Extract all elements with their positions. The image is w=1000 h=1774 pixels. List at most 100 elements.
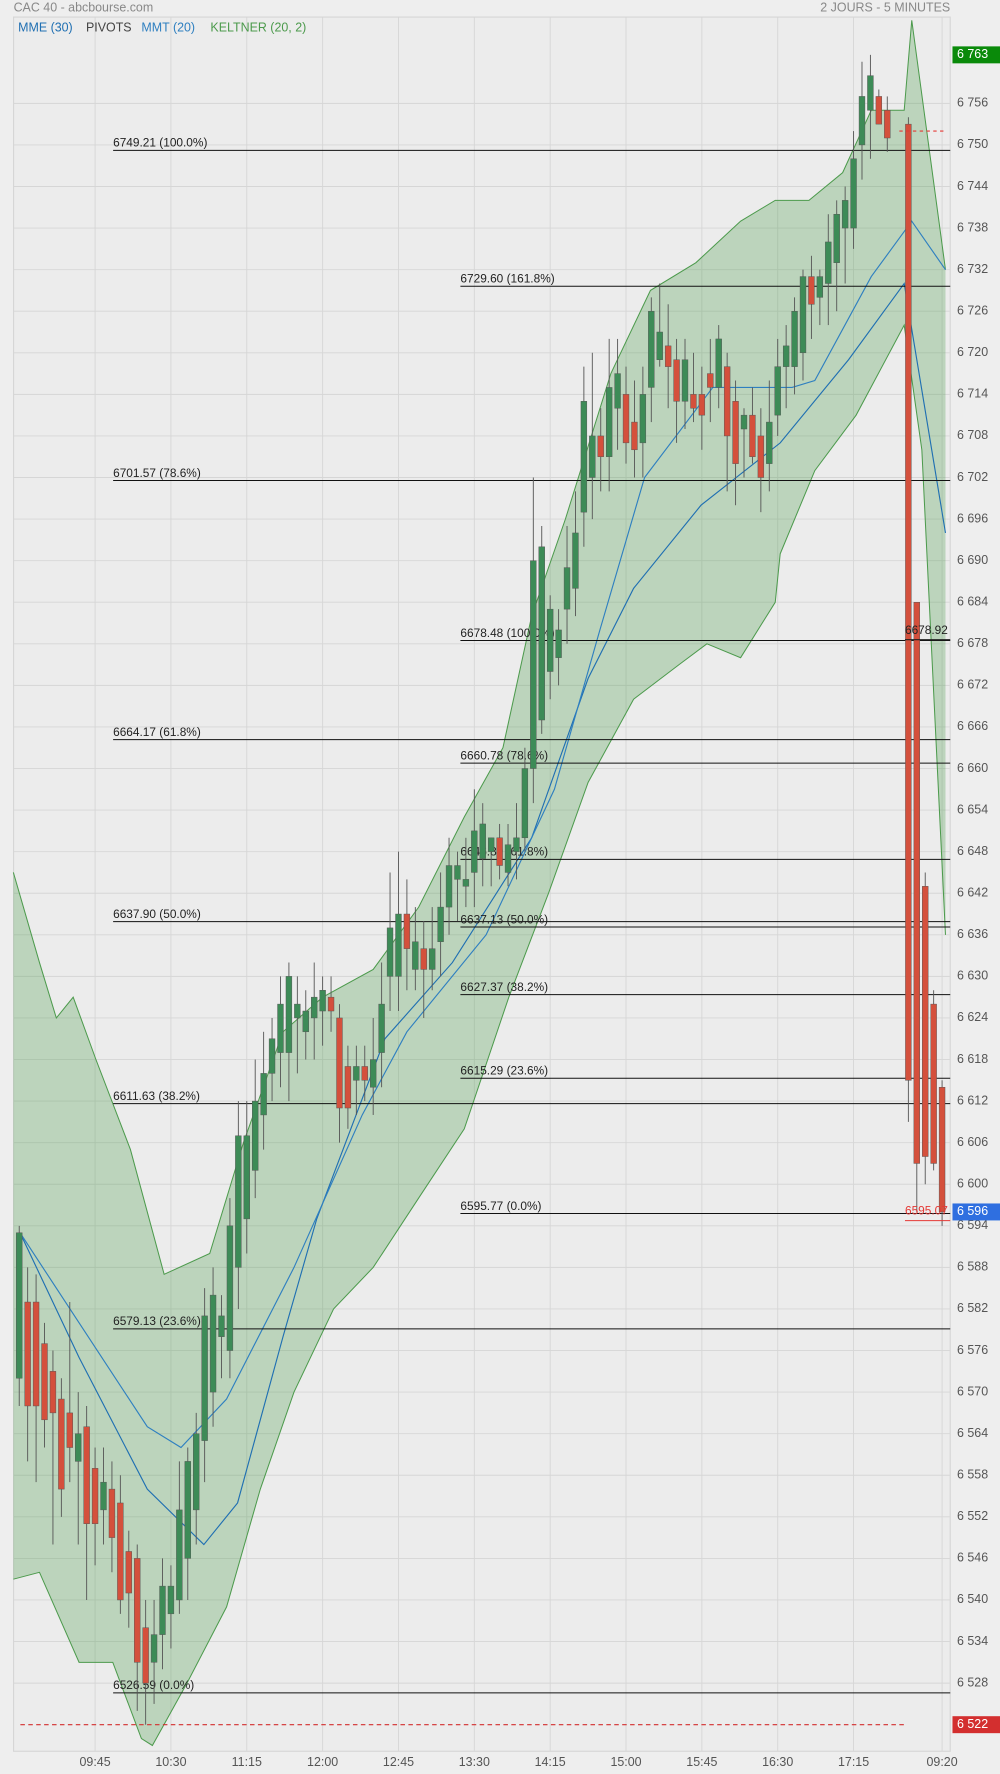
candle-body [75, 1433, 82, 1462]
y-tick-label: 6 666 [957, 719, 988, 733]
x-tick-label: 11:15 [232, 1755, 262, 1769]
candle-body [757, 435, 765, 478]
y-tick-label: 6 744 [957, 179, 988, 193]
candle-body [732, 401, 739, 464]
candle-body [614, 373, 621, 409]
candle-body [884, 110, 891, 139]
keltner-upper [12, 20, 946, 1276]
fibonacci-label: 6615.29 (23.6%) [460, 1064, 548, 1078]
candle-body [159, 1585, 166, 1635]
candle-body [167, 1585, 175, 1615]
price-badge [952, 46, 1000, 64]
y-tick-label: 6 726 [957, 304, 988, 318]
candle-body [193, 1433, 200, 1511]
keltner-lower [13, 323, 946, 1747]
x-tick-label: 09:20 [927, 1755, 958, 1769]
candle-body [681, 359, 689, 402]
candle-body [142, 1627, 149, 1684]
candle-body [597, 435, 604, 457]
candle-body [445, 865, 453, 908]
y-tick-label: 6 756 [957, 96, 988, 110]
candle-body [622, 394, 630, 444]
candle-body [420, 948, 427, 970]
legend-entry: KELTNER (20, 2) [210, 21, 306, 35]
candle-body [825, 241, 832, 284]
candle-body [850, 158, 857, 229]
y-tick-label: 6 738 [957, 220, 988, 234]
candle-body [563, 567, 571, 610]
candle-body [572, 532, 579, 589]
candle-body [24, 1301, 31, 1407]
candle-body [285, 976, 293, 1053]
fibonacci-label: 6611.63 (38.2%) [113, 1089, 200, 1103]
candle-body [344, 1066, 352, 1109]
candle-body [664, 345, 672, 367]
candle-body [905, 123, 912, 1081]
y-tick-label: 6 642 [957, 886, 988, 900]
fibonacci-label: 6579.13 (23.6%) [113, 1314, 201, 1328]
candle-body [277, 1003, 284, 1053]
candle-body [648, 310, 655, 388]
fibonacci-label: 6749.21 (100.0%) [113, 136, 207, 150]
y-tick-label: 6 714 [957, 387, 988, 401]
candle-body [580, 401, 588, 513]
candle-body [437, 906, 444, 942]
x-tick-label: 17:15 [838, 1755, 869, 1769]
candle-body [462, 879, 470, 887]
candle-body [403, 913, 411, 949]
fibonacci-label: 6595.77 (0.0%) [460, 1199, 541, 1213]
candle-body [395, 913, 402, 977]
candle-body [698, 394, 706, 416]
y-tick-label: 6 630 [957, 969, 988, 983]
candle-body [808, 276, 815, 305]
candle-body [378, 1003, 385, 1053]
candle-body [268, 1038, 276, 1074]
candle-body [488, 837, 495, 852]
candle-body [639, 394, 647, 444]
candle-body [774, 366, 781, 416]
y-tick-label: 6 588 [957, 1260, 988, 1274]
candle-body [184, 1461, 191, 1559]
candle-body [799, 276, 807, 354]
x-tick-label: 16:30 [762, 1755, 793, 1769]
candle-body [49, 1371, 57, 1414]
y-tick-label: 6 582 [957, 1301, 988, 1315]
legend-entry: MMT (20) [141, 21, 195, 35]
price-badge-label: 6 763 [957, 47, 988, 61]
level-label: 6678.92 [905, 623, 948, 637]
candle-body [766, 421, 773, 464]
candle-body [673, 359, 680, 402]
y-tick-label: 6 654 [957, 802, 988, 816]
price-badge-label: 6 596 [957, 1204, 988, 1218]
candle-body [117, 1502, 124, 1601]
candle-body [930, 1003, 937, 1164]
candle-body [496, 837, 503, 866]
y-tick-label: 6 600 [957, 1177, 988, 1191]
y-tick-label: 6 636 [957, 927, 988, 941]
candle-body [605, 387, 613, 457]
y-tick-label: 6 546 [957, 1551, 988, 1565]
y-tick-label: 6 558 [957, 1468, 988, 1482]
candle-body [471, 830, 478, 873]
fibonacci-label: 6660.78 (78.6%) [460, 748, 548, 762]
candle-body [715, 338, 722, 388]
price-badge-label: 6 522 [957, 1717, 988, 1731]
y-tick-label: 6 696 [957, 511, 988, 525]
x-tick-label: 12:45 [383, 1755, 414, 1769]
candle-body [782, 345, 790, 367]
y-tick-label: 6 624 [957, 1010, 988, 1024]
y-tick-label: 6 528 [957, 1675, 988, 1689]
y-tick-label: 6 594 [957, 1218, 988, 1232]
fibonacci-label: 6637.90 (50.0%) [113, 907, 201, 921]
candle-body [209, 1294, 217, 1393]
chart-subtitle: 2 JOURS - 5 MINUTES [820, 0, 950, 14]
candle-body [302, 1010, 309, 1033]
candle-body [235, 1135, 242, 1268]
y-tick-label: 6 570 [957, 1384, 988, 1398]
candle-body [479, 823, 486, 859]
candle-body [816, 276, 824, 298]
y-tick-label: 6 690 [957, 553, 988, 567]
y-tick-label: 6 534 [957, 1634, 988, 1648]
